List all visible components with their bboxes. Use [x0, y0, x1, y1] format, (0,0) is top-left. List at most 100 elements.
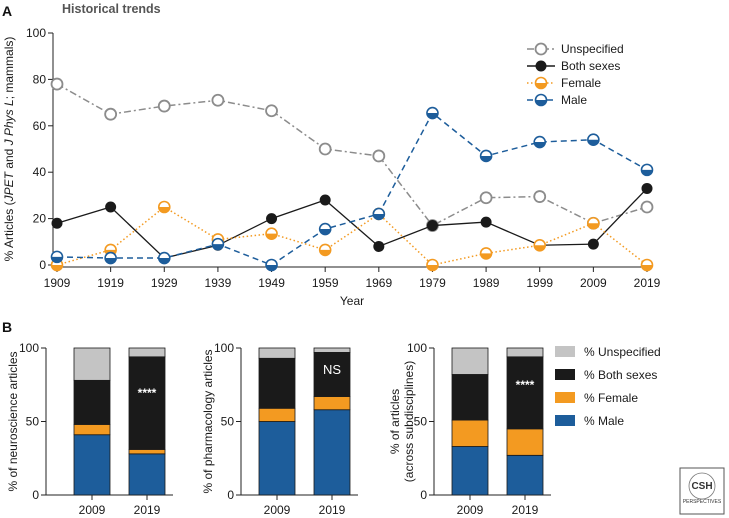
bar-segment-female [73, 424, 111, 436]
legend-item-male: % Male [555, 414, 624, 428]
data-point-both [373, 240, 385, 252]
bar-chart-pharmacology: 0 50 100% of pharmacology articles 2009 2019… [201, 341, 358, 517]
data-point-unspecified [104, 107, 118, 121]
legend-label: Male [561, 93, 587, 107]
line-chart-series [50, 77, 654, 272]
marker-half [426, 265, 438, 271]
bar-segment-female [258, 407, 296, 422]
legend-swatch [555, 392, 575, 403]
data-point-male [211, 237, 225, 251]
bar-segment-male [313, 409, 351, 496]
marker-half [480, 253, 492, 259]
data-point-female [533, 238, 547, 252]
y-axis-label-part: and [2, 145, 16, 172]
bar-segment-both [451, 374, 489, 421]
legend-label: % Female [584, 391, 638, 405]
marker-half [51, 265, 63, 271]
data-point-both [266, 213, 278, 225]
legend-label: % Unspecified [584, 345, 661, 359]
bar-segment-male [258, 421, 296, 496]
data-point-male [426, 106, 439, 120]
bar-segment-male [73, 434, 111, 496]
x-tick-label: 1949 [258, 276, 285, 290]
y-tick-label: 100 [19, 341, 39, 355]
data-point-unspecified [533, 190, 547, 203]
marker-half [266, 233, 278, 240]
data-point-unspecified [372, 149, 386, 163]
bar-segment-both [73, 379, 111, 425]
legend-marker [534, 42, 548, 56]
bar-segment-female [313, 396, 351, 411]
y-tick-label: 20 [33, 212, 47, 226]
y-tick-label: 100 [26, 26, 46, 40]
data-point-unspecified [318, 142, 332, 156]
y-axis-label: % of neuroscience articles [6, 351, 20, 491]
bar-segment-unspecified_fill [506, 347, 544, 358]
bar-segment-female [128, 449, 166, 455]
series-male [50, 106, 654, 272]
marker-half [534, 245, 546, 251]
bar-segment-both [258, 357, 296, 409]
legend-swatch [555, 415, 575, 426]
bar-segment-unspecified_fill [451, 347, 489, 375]
line-chart-axes: 0 20 40 60 80 100 1909 1919 1929 1939 1949 1959 1969… [2, 26, 661, 308]
line-chart-legend: Unspecified Both sexes Female Male [527, 42, 624, 107]
bar-segment-unspecified_fill [313, 347, 351, 353]
x-tick-label: 2019 [134, 503, 161, 517]
data-point-unspecified [640, 200, 654, 214]
data-point-unspecified [211, 93, 225, 107]
x-tick-label: 2009 [79, 503, 106, 517]
stacked-bar-2009 [73, 347, 111, 496]
bar-segment-male [506, 454, 544, 496]
marker-half [534, 142, 546, 148]
y-axis-label: % of articles [388, 389, 402, 454]
marker-half [373, 213, 385, 220]
x-tick-label: 1929 [151, 276, 178, 290]
legend-marker [535, 60, 547, 72]
data-point-unspecified [265, 104, 278, 118]
legend-label: Unspecified [561, 42, 624, 56]
y-axis-label-part: % Articles ( [2, 201, 16, 261]
bar-segment-male [451, 446, 489, 496]
marker-half [51, 256, 63, 263]
legend-swatch [555, 369, 575, 380]
data-point-both [426, 220, 438, 232]
y-axis-label-part: J Phys L [2, 99, 16, 146]
x-axis-label: Year [340, 294, 364, 308]
data-point-female [265, 227, 278, 240]
marker-half [587, 139, 599, 146]
legend-item-female: % Female [555, 391, 638, 405]
chart-title: Historical trends [62, 2, 161, 16]
bar-segment-unspecified_fill [128, 347, 166, 358]
data-point-male [587, 133, 600, 147]
legend-item-both: % Both sexes [555, 368, 657, 382]
data-point-both [319, 194, 331, 206]
y-tick-label: 50 [414, 415, 428, 429]
data-point-both [105, 201, 117, 213]
bar-segment-female [451, 419, 489, 447]
data-point-unspecified [479, 191, 493, 205]
stacked-bar-2019 [506, 347, 544, 496]
legend-label: Both sexes [561, 59, 620, 73]
x-tick-label: 2019 [319, 503, 346, 517]
bar-chart-across-subdisciplines: 0 50 100 % of articles (across subdiscipline… [388, 341, 551, 517]
data-point-female [640, 258, 654, 272]
y-tick-label: 50 [26, 415, 40, 429]
x-tick-label: 1999 [526, 276, 553, 290]
marker-half [158, 207, 170, 213]
data-point-male [479, 149, 493, 163]
series-line-female [56, 206, 648, 266]
y-tick-label: 0 [32, 488, 39, 502]
stacked-bar-2009 [451, 347, 489, 496]
x-tick-label: 1919 [97, 276, 124, 290]
x-tick-label: 1969 [365, 276, 392, 290]
significance-annotation: NS [323, 362, 341, 377]
marker-half [212, 244, 224, 250]
data-point-both [51, 217, 63, 229]
logo-subtext: PERSPECTIVES [683, 499, 722, 505]
marker-half [105, 258, 117, 264]
y-tick-label: 0 [39, 258, 46, 272]
y-tick-label: 80 [33, 72, 47, 86]
marker-half [641, 265, 653, 271]
series-line-both [56, 187, 648, 259]
